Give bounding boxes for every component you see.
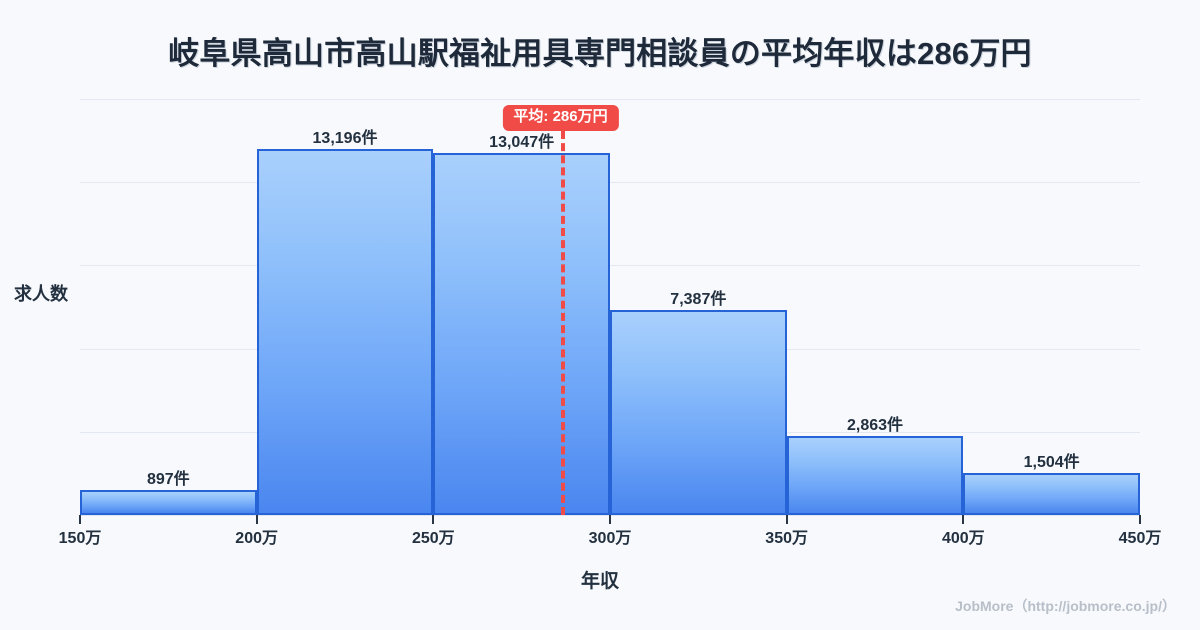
- x-axis-tick: [79, 515, 81, 524]
- x-axis-tick-label: 250万: [411, 530, 455, 547]
- bar-value-label: 897件: [146, 471, 190, 489]
- x-axis-tick: [609, 515, 611, 524]
- bar-value-label: 7,387件: [670, 291, 727, 309]
- x-axis-tick: [432, 515, 435, 524]
- footer-credit: JobMore（http://jobmore.co.jp/）: [955, 598, 1176, 614]
- bar[interactable]: [963, 473, 1140, 515]
- bar-value-label: 13,196件: [312, 130, 378, 148]
- x-axis-tick-label: 400万: [941, 530, 985, 547]
- x-axis-tick-label: 200万: [235, 530, 279, 547]
- x-axis-tick: [1139, 515, 1141, 524]
- x-axis-tick-label: 450万: [1118, 530, 1162, 547]
- bar-value-label: 1,504件: [1023, 454, 1080, 472]
- bar[interactable]: [80, 490, 257, 515]
- bar[interactable]: [256, 149, 434, 515]
- x-axis-tick-label: 150万: [58, 530, 102, 547]
- bar[interactable]: [433, 153, 610, 515]
- x-axis-tick: [785, 515, 788, 524]
- x-axis-tick: [962, 515, 965, 524]
- bar[interactable]: [610, 310, 787, 515]
- x-axis-tick-label: 350万: [765, 530, 809, 547]
- bar-value-label: 2,863件: [846, 416, 904, 434]
- x-axis-tick-label: 300万: [588, 530, 632, 547]
- x-axis-tick: [255, 515, 258, 524]
- average-marker-line: [560, 131, 565, 515]
- plot-area: [80, 99, 1140, 515]
- x-axis-title: 年収: [580, 571, 619, 592]
- page-title: 岐阜県高山市高山駅福祉用具専門相談員の平均年収は286万円: [168, 36, 1032, 71]
- bar-series: [80, 99, 1140, 515]
- y-axis-title: 求人数: [14, 284, 68, 304]
- average-badge: 平均: 286万円: [502, 105, 619, 131]
- bar[interactable]: [786, 435, 964, 515]
- bar-value-label: 13,047件: [489, 134, 555, 152]
